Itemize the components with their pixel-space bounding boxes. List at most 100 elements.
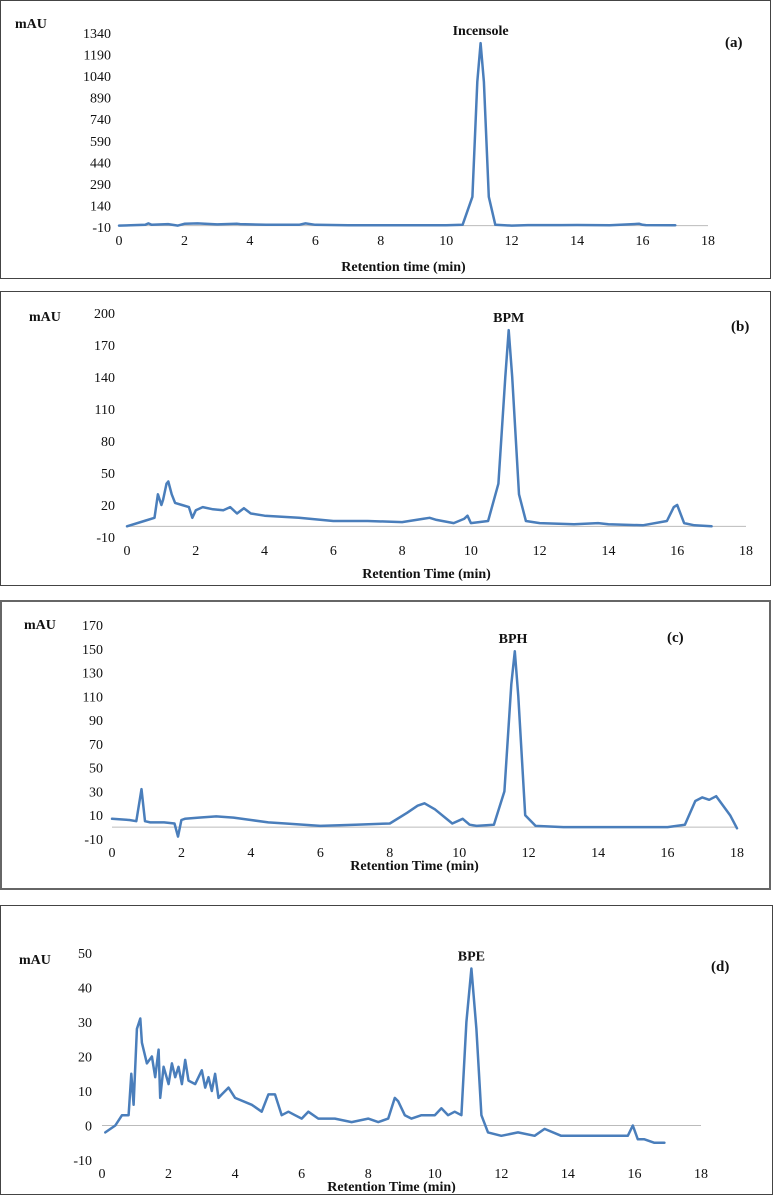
x-axis-title: Retention Time (min)	[362, 567, 491, 582]
y-axis-label: mAU	[29, 310, 61, 325]
panel-b: -10 20 50 80 110 140 170 200 0 2 4 6 8 10 12 14 16 18 mAU R…	[0, 291, 771, 586]
panel-a: -10 140 290 440 590 740 890 1040 1190 1340 0 2 4 6 8 10…	[0, 0, 771, 279]
y-tick-label: 740	[90, 113, 111, 128]
x-tick-label: 14	[561, 1167, 575, 1182]
x-tick-label: 16	[636, 234, 650, 249]
x-tick-label: 4	[232, 1167, 239, 1182]
y-tick-label: 440	[90, 156, 111, 171]
y-tick-label: 170	[94, 339, 115, 354]
y-tick-label: 50	[101, 467, 115, 482]
x-tick-label: 10	[464, 544, 478, 559]
y-tick-label: 150	[82, 643, 103, 658]
x-tick-label: 14	[601, 544, 615, 559]
x-tick-label: 8	[377, 234, 384, 249]
chart-a: -10 140 290 440 590 740 890 1040 1190 1340 0 2 4 6 8 10…	[15, 17, 743, 275]
y-tick-label: 140	[94, 371, 115, 386]
y-tick-label: 590	[90, 135, 111, 150]
panel-label: (c)	[667, 630, 684, 646]
x-tick-label: 12	[505, 234, 519, 249]
y-tick-label: 170	[82, 619, 103, 634]
x-tick-label: 0	[109, 846, 116, 861]
y-axis-label: mAU	[19, 953, 51, 968]
y-tick-label: 110	[95, 403, 115, 418]
chromatogram-trace	[104, 967, 666, 1145]
peak-label: BPM	[493, 311, 524, 326]
x-tick-label: 6	[312, 234, 319, 249]
x-axis-title: Retention Time (min)	[327, 1180, 456, 1193]
x-tick-label: 2	[181, 234, 188, 249]
panel-d: -10 0 10 20 30 40 50 0 2 4 6 8 10 12 14 16 18 mAU Retentio…	[0, 905, 773, 1195]
x-tick-label: 6	[330, 544, 337, 559]
x-axis-title: Retention Time (min)	[350, 859, 479, 874]
x-tick-label: 4	[247, 846, 254, 861]
x-tick-label: 14	[570, 234, 584, 249]
y-tick-label: 40	[78, 982, 92, 997]
y-tick-label: 0	[85, 1120, 92, 1135]
y-tick-label: 1040	[83, 70, 111, 85]
y-tick-label: 10	[89, 809, 103, 824]
x-tick-label: 12	[522, 846, 536, 861]
x-tick-label: 12	[533, 544, 547, 559]
x-tick-label: 10	[428, 1167, 442, 1182]
y-tick-label: 30	[89, 785, 103, 800]
panel-c: -10 10 30 50 70 90 110 130 150 170 0 2 4 6 8 10 12 14 16 18…	[0, 600, 771, 890]
x-tick-label: 12	[494, 1167, 508, 1182]
peak-label: Incensole	[453, 24, 509, 39]
x-tick-label: 4	[261, 544, 268, 559]
x-tick-label: 2	[192, 544, 199, 559]
x-tick-label: 16	[670, 544, 684, 559]
panel-label: (a)	[725, 35, 743, 51]
panel-label: (d)	[711, 959, 729, 975]
y-tick-label: 130	[82, 667, 103, 682]
x-tick-label: 10	[439, 234, 453, 249]
panel-label: (b)	[731, 319, 749, 335]
y-tick-label: 50	[89, 762, 103, 777]
x-tick-label: 8	[365, 1167, 372, 1182]
chromatogram-trace	[125, 328, 713, 528]
peak-label: BPE	[458, 950, 485, 965]
x-tick-label: 18	[701, 234, 715, 249]
y-tick-label: 1190	[84, 49, 111, 64]
y-axis-label: mAU	[15, 17, 47, 32]
y-tick-label: 110	[83, 690, 103, 705]
y-tick-label: 20	[101, 499, 115, 514]
y-tick-label: 890	[90, 92, 111, 107]
y-tick-label: 290	[90, 178, 111, 193]
chart-c: -10 10 30 50 70 90 110 130 150 170 0 2 4 6 8 10 12 14 16 18…	[24, 618, 744, 874]
x-tick-label: 18	[730, 846, 744, 861]
x-tick-label: 0	[116, 234, 123, 249]
x-axis-title: Retention time (min)	[341, 260, 466, 275]
x-tick-label: 0	[99, 1167, 106, 1182]
y-tick-label: 70	[89, 738, 103, 753]
x-tick-label: 2	[165, 1167, 172, 1182]
x-tick-label: 10	[452, 846, 466, 861]
peak-label: BPH	[499, 632, 528, 647]
y-tick-label: 30	[78, 1016, 92, 1031]
y-tick-label: 1340	[83, 27, 111, 42]
x-tick-label: 14	[591, 846, 605, 861]
x-tick-label: 6	[298, 1167, 305, 1182]
x-tick-label: 4	[246, 234, 253, 249]
y-tick-label: -10	[84, 833, 103, 848]
y-tick-label: 20	[78, 1051, 92, 1066]
chart-d: -10 0 10 20 30 40 50 0 2 4 6 8 10 12 14 16 18 mAU Retentio…	[19, 947, 729, 1193]
chromatogram-trace	[110, 649, 739, 838]
y-tick-label: 90	[89, 714, 103, 729]
x-tick-label: 2	[178, 846, 185, 861]
y-axis-label: mAU	[24, 618, 56, 633]
y-tick-label: -10	[96, 531, 115, 546]
y-tick-label: 50	[78, 947, 92, 962]
x-tick-label: 18	[739, 544, 753, 559]
x-tick-label: 8	[386, 846, 393, 861]
y-tick-label: 140	[90, 199, 111, 214]
x-tick-label: 16	[627, 1167, 641, 1182]
x-tick-label: 8	[399, 544, 406, 559]
y-tick-label: 200	[94, 307, 115, 322]
y-tick-label: -10	[92, 221, 111, 236]
y-tick-label: -10	[73, 1154, 92, 1169]
chromatogram-trace	[117, 41, 677, 227]
x-tick-label: 6	[317, 846, 324, 861]
y-tick-label: 10	[78, 1085, 92, 1100]
x-tick-label: 18	[694, 1167, 708, 1182]
x-tick-label: 16	[661, 846, 675, 861]
